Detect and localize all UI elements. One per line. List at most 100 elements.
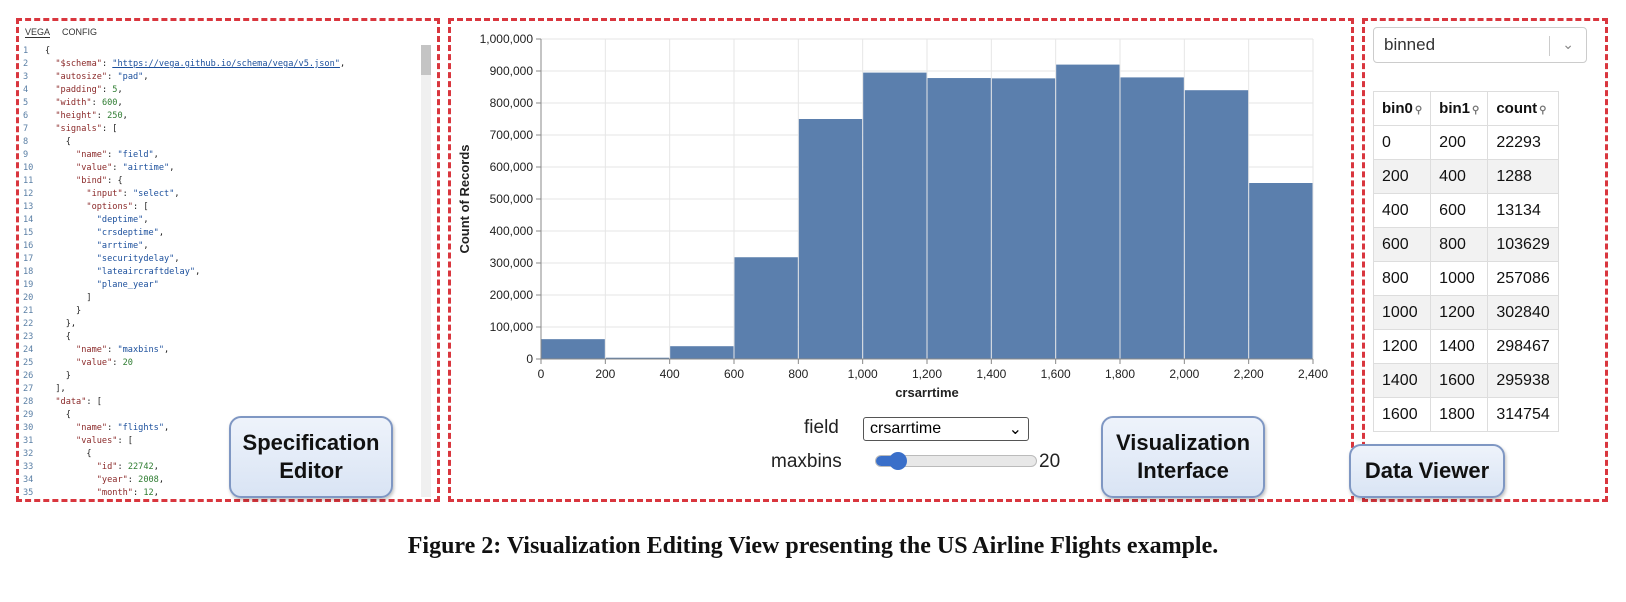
line-number: 27 [23,384,34,394]
line-number: 28 [23,397,34,407]
field-select[interactable]: crsarrtime ⌄ [863,417,1029,441]
table-cell: 1000 [1430,261,1489,296]
histogram-bar [1184,90,1249,359]
table-cell: 400 [1430,159,1489,194]
search-icon[interactable]: ⚲ [1414,105,1423,116]
code-line[interactable]: 34 "year": 2008, [23,475,165,485]
code-line[interactable]: 6 "height": 250, [23,111,128,121]
code-line[interactable]: 8 { [23,137,71,147]
code-line[interactable]: 18 "lateaircraftdelay", [23,267,201,277]
code-line[interactable]: 10 "value": "airtime", [23,163,175,173]
table-row[interactable]: 1400 1600 295938 [1372,363,1559,398]
line-number: 23 [23,332,34,342]
column-header[interactable]: bin1 ⚲ [1430,91,1489,126]
table-cell: 400 [1372,193,1432,228]
code-line[interactable]: 31 "values": [ [23,436,133,446]
line-number: 8 [23,137,29,147]
code-line[interactable]: 23 { [23,332,71,342]
code-line[interactable]: 19 "plane_year" [23,280,159,290]
table-row[interactable]: 400 600 13134 [1372,193,1559,228]
code-line[interactable]: 17 "securitydelay", [23,254,180,264]
x-tick-label: 2,000 [1169,367,1199,381]
y-tick-label: 200,000 [490,288,534,302]
table-cell: 1000 [1372,295,1432,330]
maxbins-slider[interactable] [875,452,1037,470]
table-row[interactable]: 200 400 1288 [1372,159,1559,194]
code-line[interactable]: 13 "options": [ [23,202,149,212]
editor-scrollbar[interactable] [421,45,431,497]
table-row[interactable]: 0 200 22293 [1372,125,1559,160]
histogram-bar [541,339,605,359]
line-number: 3 [23,72,29,82]
line-number: 21 [23,306,34,316]
histogram-bar [927,78,991,359]
chevron-down-icon: ⌄ [1008,421,1022,438]
table-row[interactable]: 1000 1200 302840 [1372,295,1559,330]
line-number: 6 [23,111,29,121]
maxbins-slider-fill [876,456,898,466]
histogram-bar [798,119,863,359]
table-row[interactable]: 800 1000 257086 [1372,261,1559,296]
line-number: 14 [23,215,34,225]
table-cell: 103629 [1487,227,1559,262]
search-icon[interactable]: ⚲ [1539,105,1547,116]
y-tick-label: 300,000 [490,256,534,270]
code-line[interactable]: 9 "name": "field", [23,150,159,160]
x-tick-label: 2,200 [1234,367,1264,381]
editor-scroll-thumb[interactable] [421,45,431,75]
line-number: 18 [23,267,34,277]
column-header[interactable]: bin0 ⚲ [1372,91,1432,126]
line-number: 24 [23,345,34,355]
column-header[interactable]: count ⚲ [1487,91,1559,126]
table-row[interactable]: 600 800 103629 [1372,227,1559,262]
select-separator [1549,36,1550,56]
code-line[interactable]: 20 ] [23,293,92,303]
code-line[interactable]: 7 "signals": [ [23,124,118,134]
y-tick-label: 1,000,000 [480,32,534,46]
code-line[interactable]: 27 ], [23,384,66,394]
line-number: 35 [23,488,34,497]
table-cell: 0 [1372,125,1432,160]
data-viewer-panel: binned ⌄ bin0 ⚲ bin1 ⚲ count ⚲ 0 200 22293 200… [1362,18,1608,502]
code-line[interactable]: 5 "width": 600, [23,98,123,108]
code-line[interactable]: 3 "autosize": "pad", [23,72,149,82]
tab-config[interactable]: CONFIG [62,27,98,37]
table-cell: 295938 [1487,363,1559,398]
code-line[interactable]: 28 "data": [ [23,397,102,407]
tab-vega[interactable]: VEGA [25,27,51,38]
x-tick-label: 1,200 [912,367,942,381]
x-tick-label: 600 [724,367,744,381]
code-line[interactable]: 1{ [23,46,51,56]
table-row[interactable]: 1200 1400 298467 [1372,329,1559,364]
code-line[interactable]: 35 "month": 12, [23,487,423,497]
code-line[interactable]: 2 "$schema": "https://vega.github.io/sch… [23,59,346,69]
search-icon[interactable]: ⚲ [1472,105,1480,116]
code-line[interactable]: 30 "name": "flights", [23,423,170,433]
histogram-bar [734,257,798,359]
code-line[interactable]: 26 } [23,371,71,381]
code-line[interactable]: 15 "crsdeptime", [23,228,165,238]
code-line[interactable]: 21 } [23,306,82,316]
code-line[interactable]: 16 "arrtime", [23,241,149,251]
code-line[interactable]: 29 { [23,410,71,420]
dataset-select[interactable]: binned ⌄ [1373,27,1587,63]
histogram-bar [1120,77,1184,360]
line-number: 7 [23,124,29,134]
data-viewer-label: Data Viewer [1349,444,1505,498]
line-number: 4 [23,85,29,95]
table-cell: 13134 [1487,193,1559,228]
code-line[interactable]: 24 "name": "maxbins", [23,345,170,355]
code-line[interactable]: 14 "deptime", [23,215,149,225]
code-line[interactable]: 11 "bind": { [23,176,123,186]
maxbins-slider-thumb[interactable] [888,452,907,470]
code-line[interactable]: 32 { [23,449,92,459]
code-line[interactable]: 12 "input": "select", [23,189,180,199]
histogram-bar [670,346,734,359]
code-line[interactable]: 33 "id": 22742, [23,462,159,472]
code-line[interactable]: 4 "padding": 5, [23,85,123,95]
code-line[interactable]: 25 "value": 20 [23,358,133,368]
table-cell: 1600 [1372,397,1432,432]
code-editor[interactable]: 1{ 2 "$schema": "https://vega.github.io/s… [23,45,423,497]
table-row[interactable]: 1600 1800 314754 [1372,397,1559,432]
code-line[interactable]: 22 }, [23,319,77,329]
